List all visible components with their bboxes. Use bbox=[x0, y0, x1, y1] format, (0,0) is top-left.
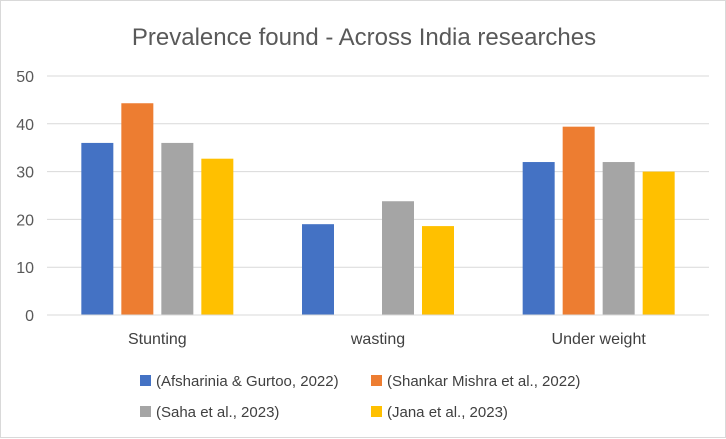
bar bbox=[602, 162, 635, 315]
legend-swatch bbox=[140, 406, 151, 417]
bar bbox=[161, 142, 194, 315]
bar bbox=[562, 126, 595, 315]
y-tick-label: 50 bbox=[16, 69, 34, 86]
bars bbox=[81, 103, 675, 315]
bar bbox=[422, 226, 454, 315]
bar bbox=[382, 201, 414, 315]
legend-swatch bbox=[371, 406, 382, 417]
y-tick-label: 40 bbox=[16, 117, 34, 134]
legend-label: (Jana et al., 2023) bbox=[387, 404, 508, 421]
bar bbox=[81, 142, 114, 315]
bar bbox=[302, 224, 334, 315]
x-axis-labels: Stunting wasting Under weight bbox=[128, 331, 646, 348]
legend-label: (Saha et al., 2023) bbox=[156, 404, 279, 421]
legend-swatch bbox=[371, 375, 382, 386]
bar bbox=[121, 103, 154, 315]
bar bbox=[642, 171, 675, 315]
bar bbox=[201, 158, 234, 315]
x-tick-label: Stunting bbox=[128, 331, 187, 348]
chart-title: Prevalence found - Across India research… bbox=[132, 24, 596, 51]
y-tick-label: 30 bbox=[16, 165, 34, 182]
bar bbox=[522, 162, 555, 315]
y-axis-ticks: 0 10 20 30 40 50 bbox=[16, 69, 34, 325]
gridlines bbox=[47, 75, 709, 268]
x-tick-label: wasting bbox=[350, 331, 405, 348]
y-tick-label: 0 bbox=[25, 308, 34, 325]
legend-label: (Shankar Mishra et al., 2022) bbox=[387, 373, 580, 390]
legend-swatch bbox=[140, 375, 151, 386]
legend-label: (Afsharinia & Gurtoo, 2022) bbox=[156, 373, 339, 390]
y-tick-label: 10 bbox=[16, 260, 34, 277]
x-tick-label: Under weight bbox=[552, 331, 647, 348]
legend: (Afsharinia & Gurtoo, 2022) (Shankar Mish… bbox=[140, 373, 580, 421]
y-tick-label: 20 bbox=[16, 212, 34, 229]
